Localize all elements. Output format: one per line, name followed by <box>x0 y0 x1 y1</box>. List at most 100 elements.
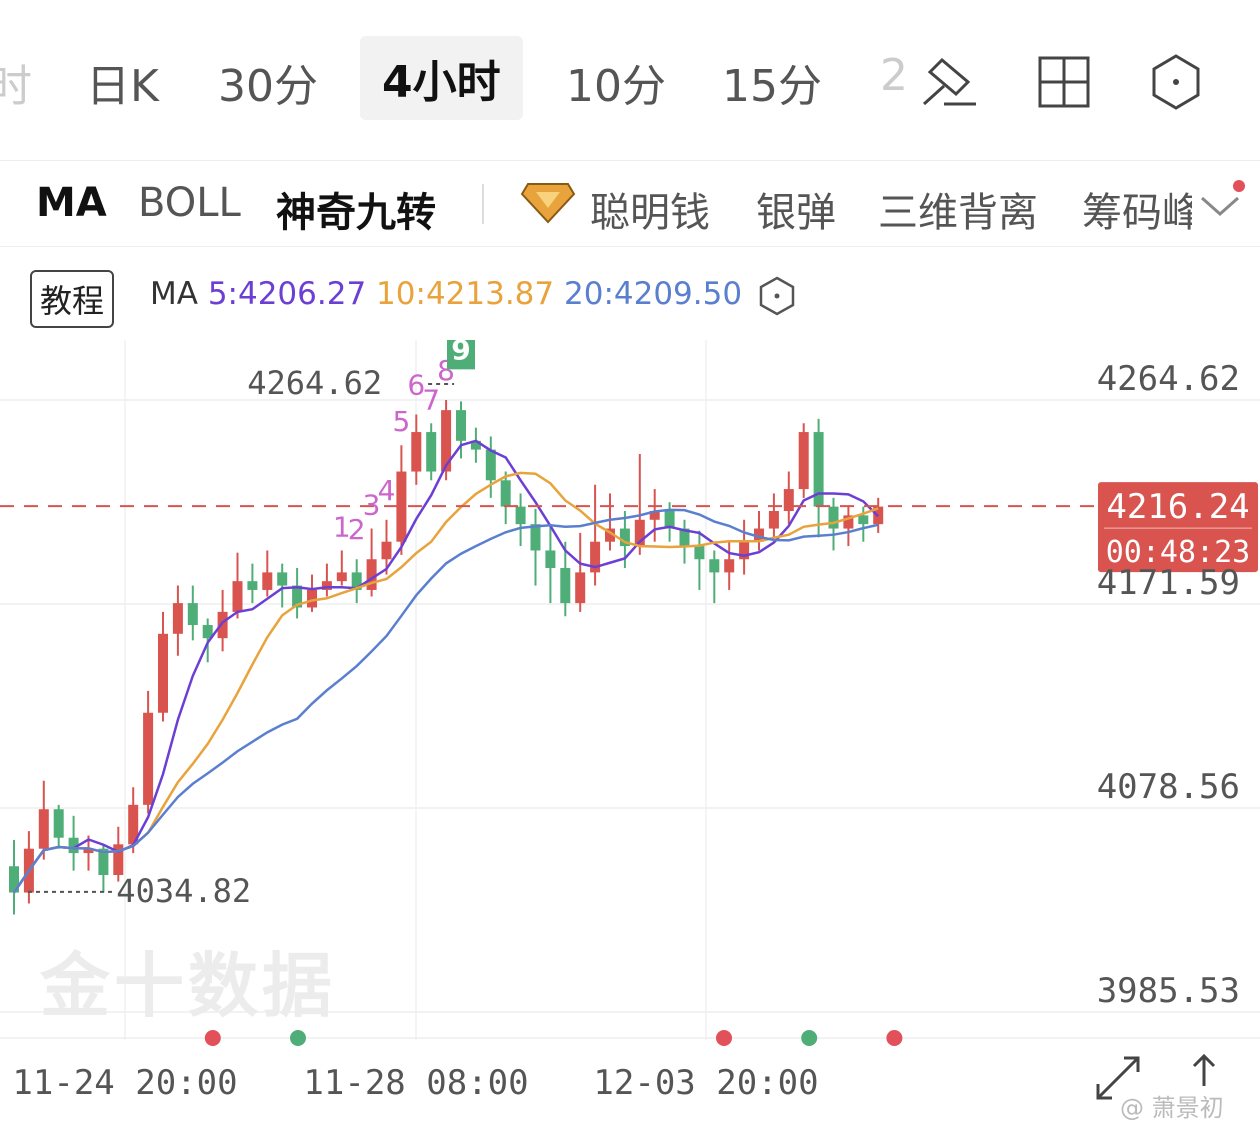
tab-15min[interactable]: 15分 <box>722 61 822 112</box>
nine-turn-label: 2 <box>348 513 366 546</box>
candle-body <box>575 572 586 604</box>
candle-body <box>619 528 630 547</box>
candle-body <box>485 449 496 481</box>
arrow-up-icon[interactable] <box>1184 1050 1224 1090</box>
candle-body <box>98 848 109 876</box>
ma-lines <box>12 439 880 894</box>
tab-partial[interactable]: 2 <box>880 50 908 101</box>
y-tick-label: 4264.62 <box>1097 359 1240 399</box>
tab-30min[interactable]: 30分 <box>218 61 318 112</box>
candle-body <box>187 603 198 626</box>
candle-body <box>590 541 601 573</box>
candle-body <box>500 480 511 507</box>
tab-10min[interactable]: 10分 <box>566 61 666 112</box>
nine-turn-label: 6 <box>407 369 425 402</box>
candle-body <box>292 585 303 608</box>
fullscreen-icon[interactable] <box>1090 1050 1146 1106</box>
nine-turn-label: 5 <box>392 405 410 438</box>
tutorial-button[interactable]: 教程 <box>30 270 115 328</box>
ma5-value: 5:4206.27 <box>207 276 367 312</box>
candle-body <box>858 515 869 525</box>
candle-body <box>307 589 317 608</box>
candle-body <box>470 440 481 450</box>
current-price-label: 4216.24 <box>1106 487 1249 527</box>
nine-turn-label: 1 <box>333 510 351 543</box>
y-tick-label: 4171.59 <box>1097 563 1240 603</box>
signal-dot <box>886 1030 903 1046</box>
candle-body <box>709 559 720 573</box>
chevron-down-icon[interactable] <box>1198 192 1242 220</box>
indicator-ma[interactable]: MA <box>36 180 107 226</box>
tab-daily-k[interactable]: 日K <box>86 61 159 112</box>
indicator-boll[interactable]: BOLL <box>138 180 241 226</box>
ma10-line <box>12 471 879 894</box>
nine-turn-label: 3 <box>363 489 381 522</box>
notification-dot <box>1233 180 1245 192</box>
current-price-box <box>1098 482 1258 573</box>
indicator-nine-turn[interactable]: 神奇九转 <box>276 190 436 236</box>
tab-4hour[interactable]: 4小时 <box>360 36 523 120</box>
candle-body <box>530 524 541 551</box>
indicator-3d-divergence[interactable]: 三维背离 <box>878 190 1038 236</box>
candle-body <box>754 528 764 542</box>
candle-series <box>9 400 884 915</box>
chart-axes: 4264.62 4171.59 4078.56 3985.53 11-24 20:00 1… <box>12 359 1240 1103</box>
nine-turn-badge <box>447 340 475 370</box>
watermark: 金十数据 <box>40 945 336 1027</box>
nine-turn-label: 9 <box>451 340 470 366</box>
x-tick-label: 11-24 20:00 <box>12 1063 237 1103</box>
x-tick-label: 11-28 08:00 <box>303 1063 528 1103</box>
candle-body <box>560 568 571 604</box>
candle-body <box>53 809 64 838</box>
draw-tool-icon[interactable] <box>920 52 980 112</box>
candle-body <box>783 489 794 512</box>
candle-body <box>336 572 347 582</box>
candle-body <box>634 519 645 547</box>
legend-settings-icon[interactable] <box>758 276 796 316</box>
tab-hour-partial[interactable]: 时 <box>0 61 32 112</box>
indicator-smart-money[interactable]: 聪明钱 <box>590 190 710 236</box>
candle-body <box>396 471 407 542</box>
candle-body <box>68 837 79 854</box>
candle-body <box>158 633 168 713</box>
ma-values: MA 5:4206.27 10:4213.87 20:4209.50 <box>150 276 742 312</box>
candle-body <box>217 611 228 639</box>
candle-body <box>768 511 779 529</box>
candle-body <box>426 432 437 472</box>
candle-body <box>381 541 392 560</box>
candle-body <box>262 572 273 590</box>
candle-body <box>411 432 422 472</box>
period-tab-bar: 时 日K 30分 4小时 10分 15分 2 <box>0 0 1260 161</box>
candle-body <box>366 559 377 590</box>
signal-dot <box>716 1030 732 1046</box>
x-tick-label: 12-03 20:00 <box>593 1063 818 1103</box>
nine-turn-label: 4 <box>378 474 396 507</box>
candle-body <box>545 550 556 569</box>
signal-dot <box>204 1030 221 1046</box>
candle-body <box>83 848 94 854</box>
candle-body <box>798 432 809 490</box>
candle-body <box>828 506 839 529</box>
candle-body <box>321 581 332 590</box>
candle-body <box>739 541 750 560</box>
low-marker-label: 4034.82 <box>116 872 251 910</box>
ma5-line <box>12 439 880 894</box>
countdown-label: 00:48:23 <box>1106 535 1251 570</box>
candle-body <box>724 559 735 573</box>
ma20-value: 20:4209.50 <box>564 276 743 312</box>
candle-body <box>351 572 362 590</box>
candle-body <box>143 712 154 805</box>
candle-body <box>664 511 675 529</box>
candle-body <box>813 432 824 507</box>
ma-legend: 教程 MA 5:4206.27 10:4213.87 20:4209.50 <box>0 262 1260 332</box>
candle-body <box>9 866 19 893</box>
indicator-divider <box>482 184 484 224</box>
indicator-silver-bullet[interactable]: 银弹 <box>756 190 836 236</box>
signal-dot <box>290 1030 306 1046</box>
settings-hexagon-icon[interactable] <box>1146 52 1206 112</box>
layout-grid-icon[interactable] <box>1034 52 1094 112</box>
indicator-chip-peak[interactable]: 筹码峰 <box>1082 190 1192 236</box>
candle-body <box>128 804 139 845</box>
high-marker-label: 4264.62 <box>247 364 382 402</box>
